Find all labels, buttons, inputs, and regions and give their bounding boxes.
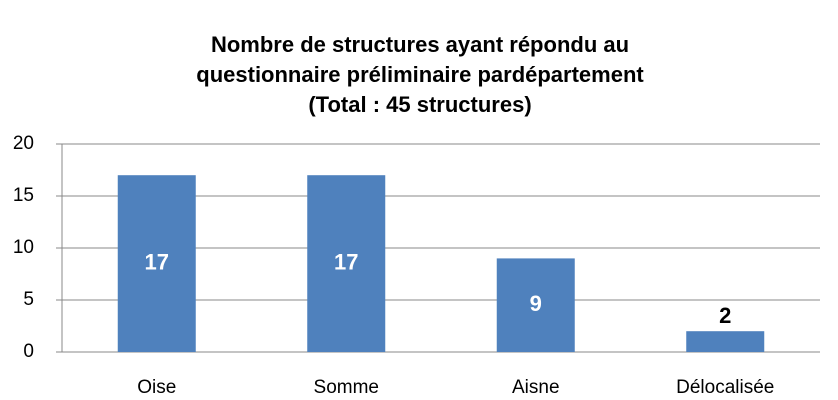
value-label: 2: [719, 303, 731, 328]
chart-title: Nombre de structures ayant répondu au: [211, 32, 629, 57]
x-tick-label: Oise: [137, 377, 176, 398]
x-tick-label: Délocalisée: [676, 377, 774, 398]
bar: [496, 258, 575, 352]
y-tick-label: 20: [13, 133, 34, 154]
value-label: 9: [530, 291, 542, 316]
bar: [117, 175, 196, 352]
x-tick-label: Aisne: [512, 377, 560, 398]
y-tick-label: 0: [23, 341, 34, 362]
bar: [307, 175, 386, 352]
value-label: 17: [334, 249, 358, 274]
y-tick-label: 10: [13, 237, 34, 258]
value-label: 17: [145, 249, 169, 274]
bar: [686, 331, 765, 352]
x-tick-label: Somme: [314, 377, 379, 398]
y-tick-label: 5: [23, 289, 34, 310]
y-tick-label: 15: [13, 185, 34, 206]
chart-title: questionnaire préliminaire pardépartemen…: [196, 62, 644, 87]
chart-title: (Total : 45 structures): [308, 92, 531, 117]
